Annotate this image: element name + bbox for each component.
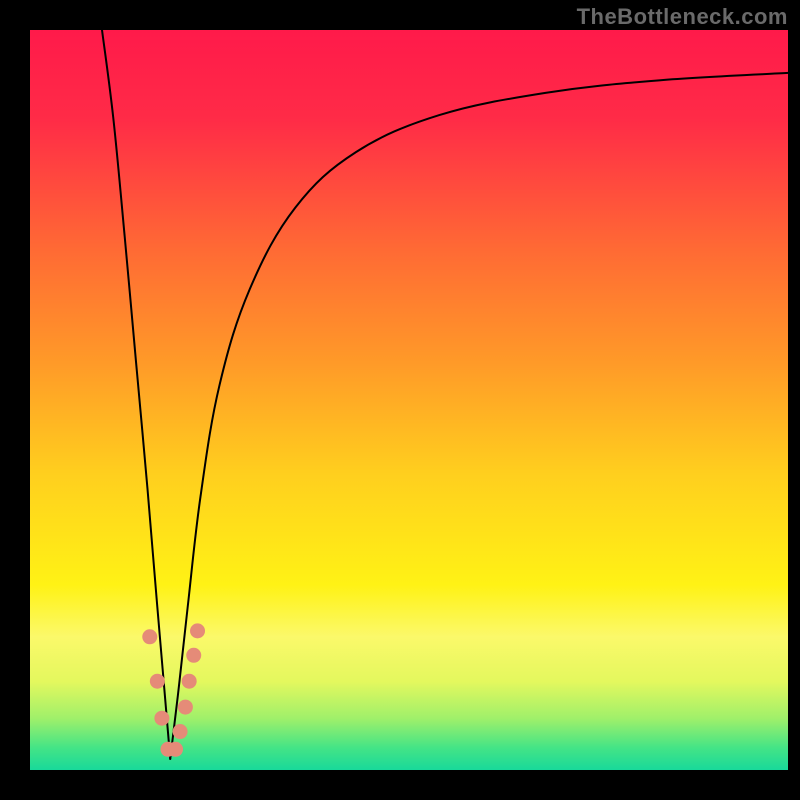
data-marker (173, 725, 187, 739)
data-marker (169, 742, 183, 756)
bottleneck-curve-chart (0, 0, 800, 800)
data-marker (191, 624, 205, 638)
data-marker (150, 674, 164, 688)
data-marker (187, 648, 201, 662)
chart-container: TheBottleneck.com (0, 0, 800, 800)
data-marker (182, 674, 196, 688)
watermark-text: TheBottleneck.com (577, 4, 788, 30)
data-marker (178, 700, 192, 714)
data-marker (143, 630, 157, 644)
gradient-background (30, 30, 788, 770)
data-marker (155, 711, 169, 725)
